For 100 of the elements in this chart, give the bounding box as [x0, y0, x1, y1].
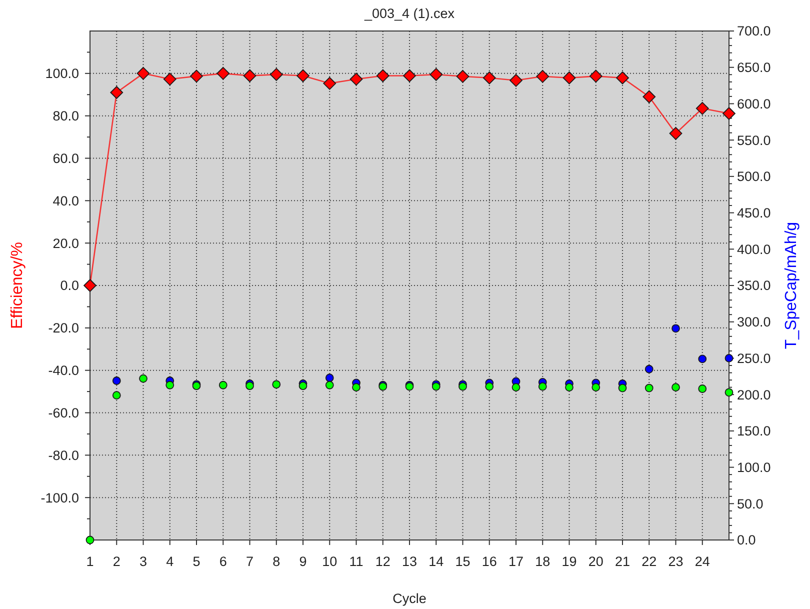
x-tick-label: 10: [322, 554, 338, 569]
point: [403, 69, 416, 82]
y2-tick-label: 350.0: [737, 278, 771, 294]
point: [589, 70, 602, 83]
x-tick-label: 17: [508, 554, 524, 569]
y-tick-label: 40.0: [52, 193, 79, 208]
point: [166, 380, 174, 390]
point: [616, 71, 629, 84]
x-tick-label: 19: [562, 554, 577, 569]
point: [698, 384, 707, 393]
x-tick-label: 14: [428, 554, 444, 569]
point: [536, 70, 550, 83]
y-tick-label: -60.0: [48, 405, 79, 420]
point: [456, 70, 470, 83]
x-tick-label: 24: [694, 554, 710, 569]
x-tick-label: 20: [588, 554, 604, 569]
point: [510, 74, 522, 87]
point: [538, 382, 547, 391]
point: [325, 380, 334, 390]
point: [696, 102, 709, 115]
point: [296, 69, 310, 82]
y-tick-label: -80.0: [48, 448, 79, 463]
y-tick-label: 0.0: [60, 278, 79, 294]
point: [698, 354, 707, 364]
y2-tick-label: 500.0: [737, 169, 771, 184]
point: [86, 536, 94, 544]
point: [485, 382, 494, 391]
point: [376, 69, 390, 82]
y2-tick-label: 300.0: [737, 314, 771, 330]
y-tick-label: 80.0: [52, 108, 79, 124]
x-tick-label: 13: [402, 554, 418, 569]
x-tick-label: 18: [535, 554, 550, 569]
y-tick-label: 20.0: [52, 236, 79, 251]
point: [618, 384, 627, 392]
point: [163, 72, 176, 86]
point: [350, 72, 363, 86]
x-tick-label: 8: [272, 554, 280, 569]
point: [216, 66, 230, 80]
x-tick-label: 4: [166, 554, 174, 569]
point: [272, 380, 281, 389]
y-tick-label: -100.0: [40, 490, 79, 506]
x-tick-label: 16: [482, 554, 497, 569]
y2-tick-label: 400.0: [737, 242, 771, 257]
point: [218, 380, 228, 390]
x-tick-label: 1: [86, 554, 94, 569]
x-tick-label: 11: [349, 554, 364, 569]
point: [724, 388, 734, 397]
y2-tick-label: 250.0: [737, 350, 771, 366]
point: [565, 383, 574, 392]
point: [724, 354, 734, 362]
point: [243, 69, 256, 82]
x-tick-label: 12: [375, 554, 390, 569]
point: [323, 76, 336, 90]
y-tick-label: 100.0: [45, 66, 79, 82]
point: [136, 66, 150, 80]
point: [482, 71, 496, 84]
point: [139, 374, 148, 383]
y2-tick-label: 650.0: [737, 60, 771, 76]
point: [669, 126, 682, 140]
x-tick-label: 7: [246, 554, 254, 569]
point: [592, 383, 600, 392]
point: [110, 86, 124, 99]
y2-tick-label: 450.0: [737, 206, 771, 221]
y2-tick-label: 100.0: [737, 460, 771, 476]
x-tick-label: 5: [192, 554, 200, 569]
point: [644, 364, 654, 374]
point: [246, 382, 254, 390]
x-tick-label: 2: [112, 554, 120, 569]
x-axis-title: Cycle: [392, 591, 426, 606]
point: [642, 90, 656, 104]
y2-tick-label: 700.0: [737, 24, 771, 39]
y-tick-label: 60.0: [52, 150, 79, 166]
point: [84, 279, 96, 292]
point: [562, 71, 576, 84]
y-tick-label: -40.0: [48, 363, 79, 378]
point: [430, 68, 443, 81]
point: [112, 376, 121, 385]
x-tick-label: 22: [642, 554, 657, 569]
y-axis-title: Efficiency/%: [9, 242, 26, 329]
point: [644, 384, 654, 392]
y2-tick-label: 200.0: [737, 387, 771, 402]
point: [190, 70, 203, 83]
x-tick-label: 9: [299, 554, 307, 569]
point: [270, 68, 283, 81]
x-tick-label: 23: [668, 554, 684, 569]
y2-tick-label: 50.0: [737, 496, 764, 512]
y2-tick-label: 550.0: [737, 132, 771, 148]
x-tick-label: 15: [455, 554, 470, 569]
x-tick-label: 3: [139, 554, 148, 569]
x-tick-label: 6: [219, 554, 227, 569]
point: [325, 374, 334, 382]
point: [352, 383, 360, 392]
point: [722, 107, 736, 120]
y-tick-label: -20.0: [48, 320, 79, 336]
point: [672, 383, 680, 392]
y2-tick-label: 600.0: [737, 96, 771, 112]
y2-axis-title: T_SpeCap/mAh/g: [783, 222, 800, 350]
x-tick-label: 21: [614, 554, 630, 569]
point: [512, 383, 520, 392]
y2-tick-label: 0.0: [737, 532, 756, 548]
